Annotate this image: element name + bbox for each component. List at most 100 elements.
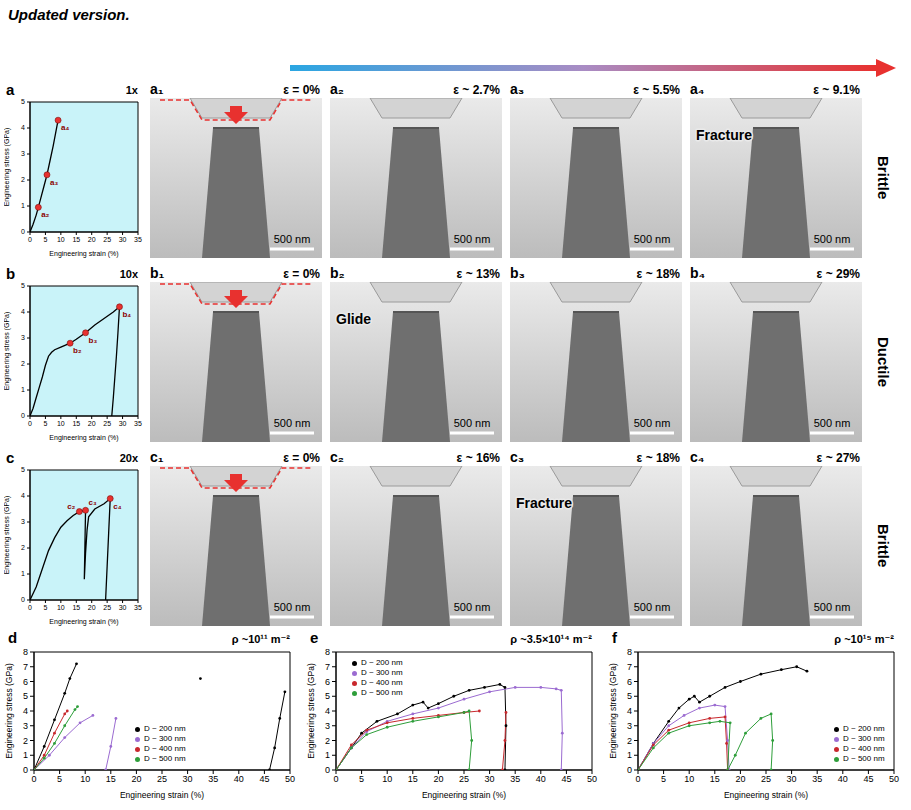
svg-text:8: 8: [627, 648, 632, 657]
svg-text:10: 10: [684, 774, 694, 784]
svg-text:c₄: c₄: [113, 502, 121, 511]
svg-text:5: 5: [661, 774, 666, 784]
svg-text:15: 15: [72, 236, 80, 243]
svg-text:25: 25: [103, 604, 111, 611]
svg-text:2: 2: [23, 736, 28, 746]
svg-text:10: 10: [382, 774, 392, 784]
svg-text:35: 35: [134, 604, 142, 611]
svg-text:0: 0: [635, 774, 640, 784]
svg-text:5: 5: [21, 98, 25, 105]
svg-text:500 nm: 500 nm: [274, 601, 311, 613]
svg-text:Engineering strain (%): Engineering strain (%): [422, 790, 506, 800]
svg-text:c₂: c₂: [67, 502, 75, 511]
svg-text:Engineering strain (%): Engineering strain (%): [49, 434, 118, 442]
svg-text:2: 2: [21, 544, 25, 551]
svg-text:20: 20: [433, 774, 443, 784]
svg-text:Engineering stress (GPa): Engineering stress (GPa): [4, 496, 11, 575]
svg-text:4: 4: [21, 124, 25, 131]
svg-text:Fracture: Fracture: [516, 495, 572, 511]
svg-text:0: 0: [28, 420, 32, 427]
svg-text:15: 15: [408, 774, 418, 784]
svg-text:3: 3: [23, 721, 28, 731]
svg-text:b₄: b₄: [122, 310, 131, 319]
svg-text:0: 0: [23, 765, 28, 775]
svg-text:0: 0: [21, 596, 25, 603]
svg-text:0: 0: [28, 604, 32, 611]
svg-text:1: 1: [325, 750, 330, 760]
svg-text:0: 0: [333, 774, 338, 784]
svg-text:35: 35: [208, 774, 218, 784]
svg-text:5: 5: [43, 420, 47, 427]
svg-text:5: 5: [43, 604, 47, 611]
svg-text:30: 30: [119, 420, 127, 427]
svg-text:4: 4: [627, 706, 632, 716]
svg-text:3: 3: [21, 518, 25, 525]
svg-text:0: 0: [627, 765, 632, 775]
svg-text:a₄: a₄: [61, 123, 69, 132]
svg-text:a₃: a₃: [50, 178, 58, 187]
svg-text:Engineering stress (GPa): Engineering stress (GPa): [4, 312, 11, 391]
svg-text:15: 15: [710, 774, 720, 784]
svg-text:25: 25: [157, 774, 167, 784]
svg-text:500 nm: 500 nm: [454, 417, 491, 429]
svg-text:6: 6: [23, 677, 28, 687]
svg-text:10: 10: [57, 236, 65, 243]
svg-text:3: 3: [627, 721, 632, 731]
svg-text:500 nm: 500 nm: [634, 601, 671, 613]
svg-text:5: 5: [43, 236, 47, 243]
svg-text:500 nm: 500 nm: [454, 601, 491, 613]
svg-text:35: 35: [134, 236, 142, 243]
svg-text:15: 15: [106, 774, 116, 784]
svg-text:30: 30: [183, 774, 193, 784]
svg-text:25: 25: [459, 774, 469, 784]
svg-text:0: 0: [31, 774, 36, 784]
svg-text:b₃: b₃: [89, 336, 98, 345]
svg-text:Engineering stress (GPa): Engineering stress (GPa): [608, 663, 618, 759]
svg-text:20: 20: [131, 774, 141, 784]
svg-text:5: 5: [57, 774, 62, 784]
svg-text:Glide: Glide: [336, 311, 371, 327]
svg-text:4: 4: [325, 706, 330, 716]
svg-text:40: 40: [234, 774, 244, 784]
svg-text:4: 4: [21, 492, 25, 499]
svg-text:0: 0: [28, 236, 32, 243]
svg-text:Fracture: Fracture: [696, 127, 752, 143]
svg-text:35: 35: [510, 774, 520, 784]
svg-text:b₂: b₂: [73, 346, 82, 355]
svg-text:15: 15: [72, 420, 80, 427]
svg-text:25: 25: [103, 420, 111, 427]
svg-text:30: 30: [787, 774, 797, 784]
svg-text:30: 30: [485, 774, 495, 784]
svg-text:5: 5: [21, 466, 25, 473]
svg-text:8: 8: [23, 648, 28, 657]
svg-text:2: 2: [325, 736, 330, 746]
svg-text:3: 3: [21, 334, 25, 341]
svg-text:10: 10: [80, 774, 90, 784]
svg-text:0: 0: [21, 412, 25, 419]
svg-text:40: 40: [838, 774, 848, 784]
svg-text:500 nm: 500 nm: [274, 417, 311, 429]
svg-text:500 nm: 500 nm: [814, 233, 851, 245]
svg-text:1: 1: [23, 750, 28, 760]
svg-text:40: 40: [536, 774, 546, 784]
svg-text:7: 7: [325, 662, 330, 672]
svg-text:500 nm: 500 nm: [814, 417, 851, 429]
svg-text:Engineering stress (GPa): Engineering stress (GPa): [4, 128, 11, 207]
svg-text:500 nm: 500 nm: [274, 233, 311, 245]
svg-text:15: 15: [72, 604, 80, 611]
svg-text:c₃: c₃: [89, 498, 97, 507]
svg-text:500 nm: 500 nm: [814, 601, 851, 613]
svg-text:25: 25: [103, 236, 111, 243]
svg-text:5: 5: [21, 282, 25, 289]
svg-text:6: 6: [325, 677, 330, 687]
svg-text:7: 7: [23, 662, 28, 672]
svg-text:10: 10: [57, 604, 65, 611]
svg-text:4: 4: [21, 308, 25, 315]
svg-text:3: 3: [325, 721, 330, 731]
svg-text:1: 1: [21, 570, 25, 577]
svg-text:5: 5: [359, 774, 364, 784]
svg-text:50: 50: [889, 774, 899, 784]
svg-text:a₂: a₂: [41, 210, 49, 219]
svg-text:50: 50: [285, 774, 295, 784]
svg-text:45: 45: [561, 774, 571, 784]
